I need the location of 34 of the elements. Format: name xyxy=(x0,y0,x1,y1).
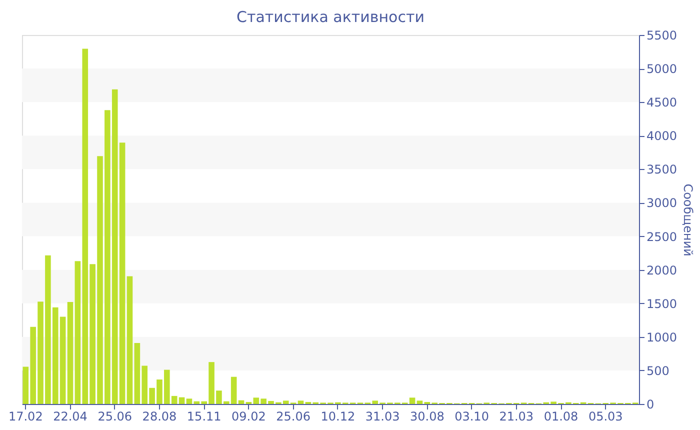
y2-tick-label: 2500 xyxy=(646,230,678,244)
y2-tick-label: 2000 xyxy=(646,263,678,278)
x-tick-label: 25.06 xyxy=(98,410,132,424)
bar xyxy=(298,400,304,404)
bar xyxy=(67,302,74,404)
y2-axis-title: Сообщений xyxy=(681,184,696,256)
x-tick-label: 03.10 xyxy=(454,410,489,424)
y2-tick-label: 4500 xyxy=(646,96,678,110)
x-tick-label: 21.03 xyxy=(499,410,534,424)
chart-title: Статистика активности xyxy=(236,8,424,26)
bar xyxy=(186,398,192,404)
y2-tick-label: 4000 xyxy=(646,129,678,144)
x-tick-label: 22.04 xyxy=(53,410,88,424)
y2-tick-label: 0 xyxy=(646,398,654,412)
x-tick-label: 30.08 xyxy=(410,410,444,424)
x-tick-label: 25.06 xyxy=(276,410,310,424)
x-tick-label: 05.03 xyxy=(588,410,623,424)
x-tick-label: 15.11 xyxy=(186,410,222,424)
x-tick-label: 31.03 xyxy=(365,410,400,424)
y2-tick-label: 5500 xyxy=(646,28,678,42)
y2-tick-label: 1500 xyxy=(646,296,678,311)
bar xyxy=(416,400,423,404)
x-tick-label: 10.12 xyxy=(320,410,356,424)
x-tick-label: 01.08 xyxy=(544,410,578,424)
bar xyxy=(126,276,133,404)
bar xyxy=(238,400,244,404)
y2-tick-label: 3500 xyxy=(646,162,678,177)
x-tick-label: 28.08 xyxy=(142,410,177,424)
y2-tick-label: 1000 xyxy=(646,330,678,344)
x-tick-label: 17.02 xyxy=(8,410,43,424)
y2-tick-label: 5000 xyxy=(646,62,678,76)
y2-tick-label: 3000 xyxy=(646,196,678,210)
x-tick-label: 09.02 xyxy=(232,410,266,424)
y2-tick-label: 500 xyxy=(646,364,670,378)
